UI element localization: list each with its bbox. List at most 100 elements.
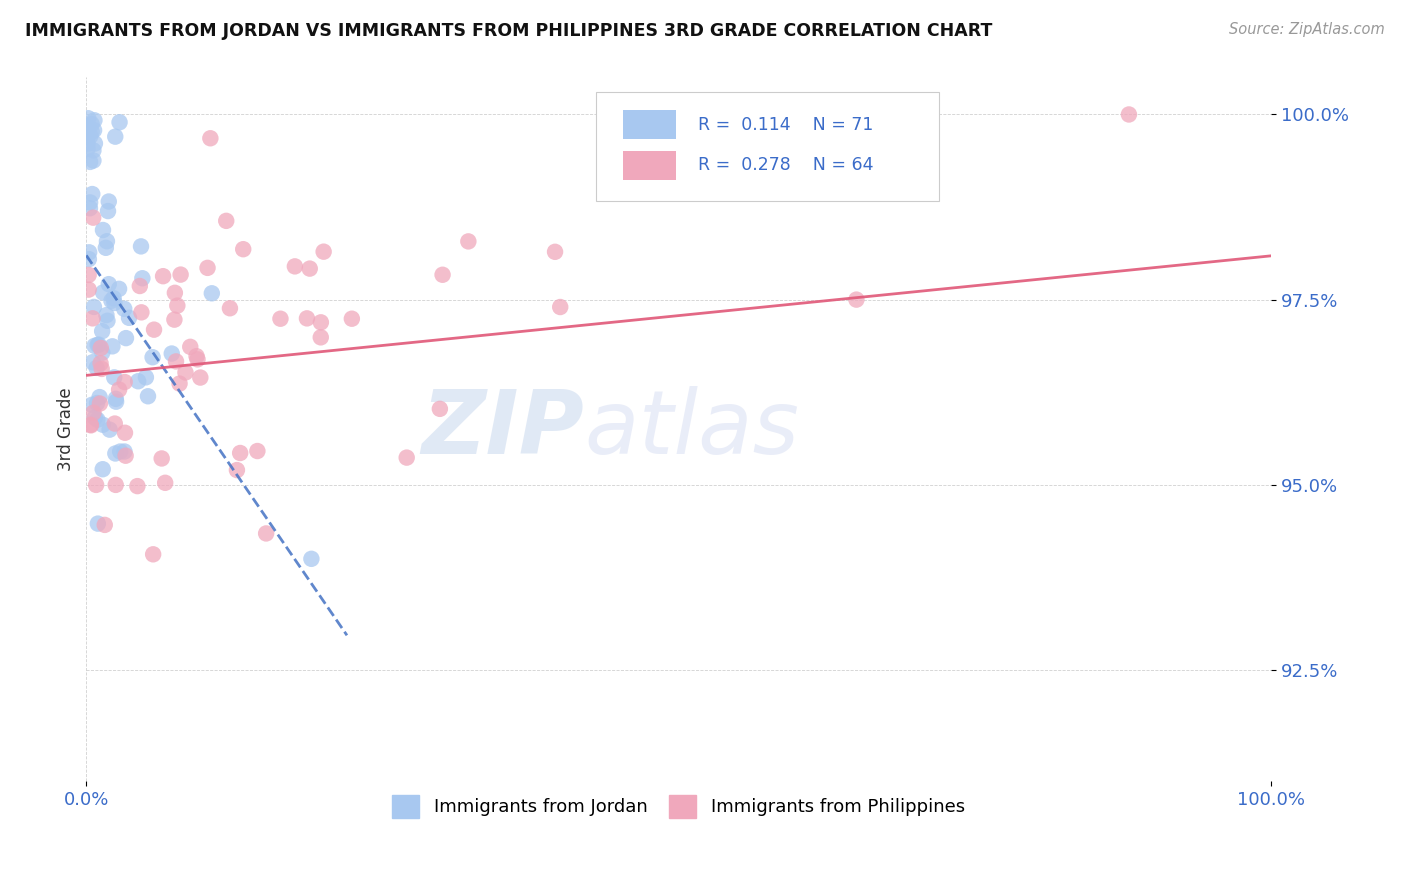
Point <box>91 345 114 359</box>
Point <box>312 244 335 259</box>
Point <box>91 417 114 432</box>
Point <box>160 346 183 360</box>
Point <box>77 283 100 297</box>
Point <box>83 339 105 353</box>
Point <box>91 324 114 338</box>
Y-axis label: 3rd Grade: 3rd Grade <box>58 387 75 471</box>
Point <box>76 142 98 156</box>
Point <box>135 370 157 384</box>
Point <box>845 293 868 307</box>
Point <box>82 144 104 158</box>
Point <box>77 268 100 282</box>
Point <box>94 517 117 532</box>
Point <box>101 339 124 353</box>
Point <box>668 811 690 825</box>
Point <box>86 413 108 427</box>
Point <box>142 547 165 561</box>
Point <box>150 451 173 466</box>
Point <box>83 300 105 314</box>
Point <box>131 305 153 319</box>
Point <box>143 323 166 337</box>
Point <box>77 252 100 267</box>
Point <box>86 338 108 352</box>
Point <box>309 330 332 344</box>
Point <box>548 300 571 314</box>
Point <box>128 279 150 293</box>
Point <box>104 392 127 406</box>
Point <box>96 308 118 322</box>
Point <box>169 268 191 282</box>
Point <box>94 241 117 255</box>
Point <box>105 394 128 409</box>
Point <box>179 340 201 354</box>
FancyBboxPatch shape <box>596 92 939 201</box>
Point <box>174 366 197 380</box>
Point <box>100 293 122 308</box>
Point <box>84 136 107 151</box>
Point <box>131 271 153 285</box>
Point <box>127 374 149 388</box>
Point <box>98 423 121 437</box>
Point <box>80 117 103 131</box>
Point <box>114 444 136 458</box>
Point <box>91 223 114 237</box>
Point <box>76 120 98 134</box>
Point <box>246 444 269 458</box>
Point <box>82 311 104 326</box>
Point <box>152 269 174 284</box>
Point <box>84 478 107 492</box>
Point <box>79 155 101 169</box>
Point <box>97 204 120 219</box>
Point <box>295 311 318 326</box>
Point <box>129 239 152 253</box>
Point <box>118 310 141 325</box>
Point <box>163 312 186 326</box>
Point <box>83 123 105 137</box>
Point <box>104 417 127 431</box>
Point <box>82 211 104 225</box>
Point <box>186 352 208 367</box>
Point <box>76 130 98 145</box>
Point <box>96 314 118 328</box>
Point <box>395 450 418 465</box>
Point <box>226 463 249 477</box>
Point <box>91 285 114 300</box>
Point <box>90 356 112 370</box>
Point <box>200 131 222 145</box>
Point <box>165 354 187 368</box>
Point <box>114 449 136 463</box>
Point <box>87 337 110 351</box>
Point <box>96 234 118 248</box>
Point <box>90 362 112 376</box>
Point <box>169 376 191 391</box>
Point <box>103 291 125 305</box>
Point <box>82 406 104 420</box>
Point <box>229 446 252 460</box>
Point <box>80 398 103 412</box>
Point <box>104 478 127 492</box>
Point <box>188 370 211 384</box>
Point <box>166 299 188 313</box>
Text: R =  0.114    N = 71: R = 0.114 N = 71 <box>697 116 873 134</box>
Point <box>76 125 98 139</box>
Point <box>298 261 321 276</box>
Point <box>108 383 131 397</box>
Point <box>153 475 176 490</box>
Text: ZIP: ZIP <box>422 385 583 473</box>
Point <box>82 153 104 168</box>
Point <box>97 194 120 209</box>
Text: R =  0.278    N = 64: R = 0.278 N = 64 <box>697 156 873 174</box>
Point <box>82 187 104 202</box>
FancyBboxPatch shape <box>623 110 676 139</box>
Point <box>112 301 135 316</box>
Point <box>80 418 103 433</box>
Point <box>89 396 111 410</box>
Point <box>201 286 224 301</box>
Point <box>76 136 98 151</box>
Point <box>87 516 110 531</box>
Point <box>114 375 136 389</box>
Point <box>544 244 567 259</box>
Point <box>108 444 131 458</box>
Point <box>299 551 322 566</box>
Point <box>114 425 136 440</box>
